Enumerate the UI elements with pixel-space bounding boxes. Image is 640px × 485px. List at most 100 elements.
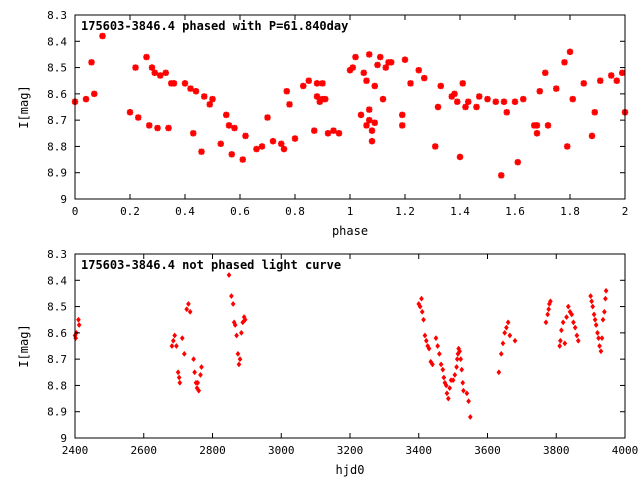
- unphased-data-point: [419, 295, 424, 302]
- unphased-data-point: [421, 316, 426, 323]
- unphased-data-point: [461, 387, 466, 394]
- phased-data-point: [434, 103, 442, 111]
- phased-data-point: [500, 98, 508, 105]
- phased-data-point: [613, 77, 620, 84]
- unphased-data-point: [592, 316, 598, 323]
- phased-data-point: [454, 98, 461, 105]
- phased-data-point: [421, 74, 428, 82]
- phased-x-tick-label: 1.6: [505, 205, 525, 218]
- unphased-data-point: [191, 356, 196, 363]
- phased-y-tick-label: 8.6: [47, 88, 67, 101]
- unphased-plot-points: [72, 272, 609, 420]
- phased-data-point: [465, 98, 472, 105]
- phased-data-point: [544, 122, 552, 129]
- phased-data-point: [566, 48, 574, 55]
- unphased-y-tick-label: 8.4: [47, 274, 67, 287]
- phased-plot-y-label: I[mag]: [17, 85, 31, 128]
- phased-data-point: [371, 82, 378, 90]
- phased-data-point: [561, 59, 568, 66]
- unphased-data-point: [235, 350, 241, 357]
- unphased-data-point: [598, 348, 604, 355]
- unphased-data-point: [546, 306, 552, 313]
- unphased-data-point: [590, 303, 596, 310]
- unphased-data-point: [179, 335, 185, 342]
- unphased-data-point: [603, 287, 609, 294]
- unphased-data-point: [512, 337, 518, 344]
- unphased-plot-y-ticks: 8.3 8.4 8.5 8.6 8.7 8.8 8.9 9: [47, 248, 625, 445]
- phased-data-point: [511, 98, 519, 105]
- unphased-data-point: [574, 332, 580, 339]
- unphased-data-point: [467, 413, 473, 420]
- phased-data-point: [322, 95, 329, 103]
- unphased-data-point: [423, 337, 429, 344]
- phased-data-point: [154, 124, 161, 132]
- phased-data-point: [319, 80, 326, 87]
- unphased-data-point: [601, 308, 607, 315]
- unphased-data-point: [459, 366, 465, 373]
- phased-data-point: [597, 77, 604, 84]
- unphased-y-tick-label: 8.5: [47, 301, 67, 314]
- phased-data-point: [239, 156, 246, 163]
- phased-data-point: [143, 53, 150, 61]
- unphased-data-point: [187, 308, 193, 315]
- unphased-plot-y-label: I[mag]: [17, 324, 31, 367]
- unphased-data-point: [192, 369, 198, 376]
- phased-data-point: [407, 80, 414, 87]
- unphased-data-point: [433, 335, 439, 342]
- unphased-data-point: [435, 342, 441, 350]
- unphased-data-point: [174, 342, 179, 350]
- phased-data-point: [553, 85, 560, 92]
- unphased-data-point: [557, 337, 563, 344]
- phased-data-point: [591, 109, 598, 116]
- unphased-data-point: [438, 361, 444, 368]
- phased-data-point: [533, 122, 541, 129]
- phased-data-point: [242, 132, 249, 140]
- phased-data-point: [352, 53, 359, 61]
- phased-data-point: [313, 93, 321, 100]
- unphased-data-point: [169, 342, 175, 350]
- unphased-data-point: [177, 379, 183, 386]
- unphased-data-point: [457, 348, 463, 355]
- phased-x-tick-label: 1.4: [450, 205, 470, 218]
- unphased-data-point: [599, 335, 605, 342]
- phased-data-point: [456, 153, 464, 161]
- unphased-data-point: [195, 379, 201, 386]
- unphased-data-point: [572, 324, 578, 331]
- unphased-data-point: [236, 361, 242, 368]
- phased-data-point: [366, 51, 373, 58]
- unphased-data-point: [73, 335, 79, 342]
- unphased-data-point: [504, 324, 509, 331]
- phased-data-point: [286, 101, 293, 108]
- unphased-data-point: [593, 321, 599, 328]
- phased-data-point: [311, 127, 318, 134]
- unphased-data-point: [452, 371, 458, 378]
- phased-data-point: [379, 95, 387, 103]
- phased-data-point: [335, 130, 343, 137]
- phased-data-point: [462, 103, 469, 111]
- unphased-data-point: [175, 369, 181, 376]
- phased-y-tick-label: 8.9: [47, 167, 67, 180]
- phased-data-point: [569, 95, 576, 103]
- unphased-data-point: [234, 332, 239, 339]
- phased-data-point: [165, 124, 172, 132]
- phased-data-point: [374, 61, 381, 69]
- phased-data-point: [514, 159, 521, 166]
- phased-data-point: [198, 148, 205, 155]
- unphased-data-point: [238, 329, 244, 336]
- unphased-data-point: [595, 329, 600, 336]
- phased-data-point: [231, 124, 238, 132]
- phased-data-point: [564, 143, 571, 150]
- unphased-plot-frame: [74, 253, 626, 439]
- unphased-data-point: [426, 345, 432, 352]
- unphased-data-point: [591, 311, 597, 318]
- phased-data-point: [363, 77, 370, 84]
- phased-data-point: [291, 135, 299, 142]
- unphased-data-point: [240, 319, 246, 326]
- unphased-data-point: [589, 298, 595, 305]
- unphased-data-point: [507, 332, 513, 339]
- phased-data-point: [225, 122, 233, 129]
- phased-data-point: [451, 90, 458, 98]
- unphased-data-point: [237, 356, 243, 363]
